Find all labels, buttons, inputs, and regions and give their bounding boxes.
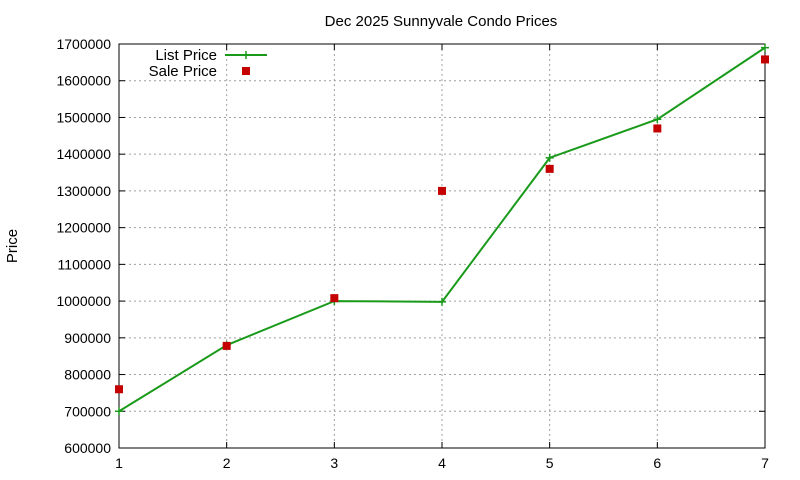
series-layer [115,43,769,416]
list-price-point [115,407,123,416]
sale-price-point [761,55,769,64]
list-price-point [761,43,769,52]
sale-price-point [222,341,231,350]
x-tick-label: 1 [115,455,123,471]
x-tick-label: 7 [761,455,769,471]
y-tick-label: 900000 [64,330,111,346]
x-tick-label: 6 [653,455,661,471]
plot-frame [118,43,766,449]
sale-price-point [115,385,123,394]
sale-price-point [330,294,339,303]
sale-price-point [438,186,446,195]
x-tick-label: 2 [223,455,231,471]
y-tick-label: 1000000 [56,293,111,309]
y-tick-label: 1300000 [56,183,111,199]
y-tick-label: 1400000 [56,146,111,162]
sale-price-point [653,124,662,133]
list-price-point [438,297,446,306]
y-tick-label: 700000 [64,403,111,419]
tick-labels: 6000007000008000009000001000000110000012… [56,36,769,471]
y-tick-label: 1200000 [56,220,111,236]
legend-label-list-price: List Price [155,47,217,64]
chart-title: Dec 2025 Sunnyvale Condo Prices [325,13,558,30]
y-tick-label: 1600000 [56,73,111,89]
list-price-point [653,115,662,124]
grid-lines [119,44,765,448]
y-tick-label: 800000 [64,367,111,383]
x-tick-label: 3 [330,455,338,471]
sale-price-point [545,164,554,173]
x-tick-label: 4 [438,455,446,471]
y-tick-label: 600000 [64,440,111,456]
y-axis-label: Price [4,229,21,263]
y-tick-label: 1700000 [56,36,111,52]
list-price-point [545,153,554,162]
legend-swatch-sale-price [242,67,250,75]
x-tick-label: 5 [546,455,554,471]
y-tick-label: 1100000 [58,256,112,272]
legend-label-sale-price: Sale Price [149,63,217,80]
y-tick-label: 1500000 [56,109,111,125]
